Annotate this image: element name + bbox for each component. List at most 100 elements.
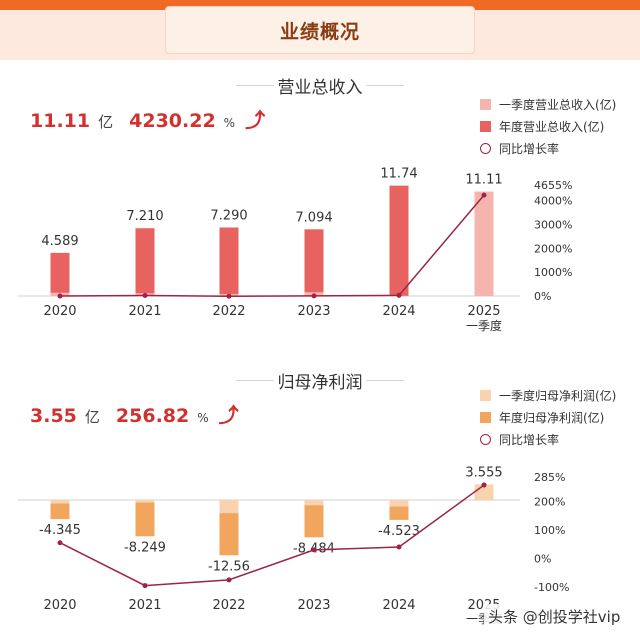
legend-label: 一季度归母净利润(亿) (499, 388, 617, 403)
revenue-data-label: 11.74 (380, 167, 417, 182)
profit-growth-point (142, 583, 148, 589)
legend-item: 一季度营业总收入(亿) (480, 93, 616, 115)
profit-quarter-bar (219, 500, 239, 514)
profit-kpi-growth-unit: % (197, 411, 209, 425)
legend-swatch-icon (480, 120, 491, 132)
profit-annual-bar (219, 500, 239, 556)
revenue-annual-bar (389, 185, 409, 296)
profit-growth-line (59, 484, 485, 587)
legend-swatch-icon (480, 411, 491, 423)
revenue-growth-point (311, 293, 317, 299)
profit-category-label: 2021 (128, 598, 161, 613)
revenue-kpi-growth: 4230.22 (129, 110, 216, 132)
revenue-annual-bar (304, 229, 324, 296)
revenue-kpi-value: 11.11 (30, 110, 91, 132)
revenue-kpi-growth-unit: % (223, 116, 236, 130)
profit-growth-point (396, 544, 402, 550)
profit-right-axis-tick: -100% (534, 581, 569, 594)
revenue-kpi: 11.11 亿 4230.22 % ⤴ (30, 104, 265, 133)
revenue-right-axis-tick: 2000% (534, 242, 572, 255)
profit-category-label: 2023 (297, 598, 330, 613)
revenue-data-label: 7.290 (210, 208, 247, 223)
profit-category-label: 2020 (43, 598, 76, 613)
title-divider-right (366, 85, 404, 86)
legend-label: 年度归母净利润(亿) (499, 410, 605, 425)
profit-right-axis-tick: 100% (534, 524, 565, 537)
revenue-legend: 一季度营业总收入(亿) 年度营业总收入(亿) 同比增长率 (480, 93, 616, 159)
profit-kpi-value: 3.55 (30, 405, 77, 427)
revenue-right-axis-tick: 4655% (534, 179, 572, 192)
revenue-category-label: 2025 (467, 304, 500, 319)
legend-item: 同比增长率 (480, 428, 616, 450)
legend-label: 同比增长率 (499, 432, 560, 447)
revenue-annual-bar (219, 227, 239, 296)
revenue-growth-point (142, 293, 148, 299)
profit-growth-point (226, 577, 232, 583)
trend-up-arrow-icon: ⤴ (245, 108, 266, 132)
profit-quarter-bar (389, 500, 409, 507)
revenue-growth-point (396, 292, 402, 298)
revenue-quarter-bar (474, 191, 494, 296)
revenue-right-axis-tick: 0% (534, 290, 551, 303)
profit-quarter-bar (135, 500, 155, 503)
profit-data-label: 3.555 (465, 465, 502, 480)
revenue-section-title: 营业总收入 (277, 78, 363, 98)
legend-circle-icon (480, 142, 491, 154)
profit-quarter-bar (50, 500, 70, 504)
watermark: 头条 @创投学社vip (484, 604, 625, 629)
revenue-chart: 4.589 2020 7.210 2021 7.290 2022 7.094 2023 11.7… (18, 167, 572, 333)
revenue-category-label: 2020 (43, 304, 76, 319)
legend-swatch-icon (480, 98, 491, 110)
revenue-category-sublabel: 一季度 (466, 318, 502, 333)
legend-label: 年度营业总收入(亿) (499, 119, 605, 134)
legend-swatch-icon (480, 389, 491, 401)
revenue-growth-point (57, 293, 63, 299)
revenue-data-label: 7.094 (295, 210, 332, 225)
profit-section-title: 归母净利润 (277, 373, 363, 393)
legend-label: 一季度营业总收入(亿) (499, 97, 617, 112)
revenue-category-label: 2021 (128, 304, 161, 319)
revenue-data-label: 11.11 (465, 173, 502, 188)
profit-right-axis-tick: 200% (534, 495, 565, 508)
profit-growth-point (57, 540, 63, 546)
profit-data-label: -4.523 (378, 524, 420, 539)
revenue-right-axis-tick: 1000% (534, 266, 572, 279)
profit-annual-bar (135, 500, 155, 537)
title-divider-left (236, 85, 274, 86)
profit-legend: 一季度归母净利润(亿) 年度归母净利润(亿) 同比增长率 (480, 384, 616, 450)
revenue-growth-point (481, 192, 487, 198)
profit-right-axis-tick: 285% (534, 471, 565, 484)
profit-growth-point (311, 547, 317, 553)
profit-annual-bar (50, 500, 70, 520)
revenue-data-label: 4.589 (41, 234, 78, 249)
page-title: 业绩概况 (165, 6, 475, 54)
revenue-growth-line (59, 194, 485, 297)
legend-item: 年度归母净利润(亿) (480, 406, 616, 428)
profit-data-label: -12.56 (208, 559, 250, 574)
profit-quarter-bar (304, 500, 324, 506)
legend-item: 同比增长率 (480, 137, 616, 159)
profit-annual-bar (304, 500, 324, 538)
legend-label: 同比增长率 (499, 141, 560, 156)
revenue-annual-bar (135, 228, 155, 296)
revenue-right-axis-tick: 4000% (534, 195, 572, 208)
legend-item: 一季度归母净利润(亿) (480, 384, 616, 406)
profit-kpi: 3.55 亿 256.82 % ⤴ (30, 399, 239, 428)
revenue-annual-bar (50, 252, 70, 296)
profit-kpi-growth: 256.82 (115, 405, 190, 427)
legend-circle-icon (480, 433, 491, 445)
revenue-kpi-unit: 亿 (98, 113, 114, 131)
profit-kpi-unit: 亿 (84, 408, 100, 426)
revenue-data-label: 7.210 (126, 209, 163, 224)
revenue-category-label: 2023 (297, 304, 330, 319)
revenue-growth-point (226, 293, 232, 299)
trend-up-arrow-icon: ⤴ (218, 403, 239, 427)
profit-data-label: -8.249 (124, 540, 166, 555)
profit-right-axis-tick: 0% (534, 552, 551, 565)
revenue-category-label: 2022 (212, 304, 245, 319)
profit-category-label: 2024 (382, 598, 415, 613)
revenue-right-axis-tick: 3000% (534, 218, 572, 231)
title-divider-left (236, 380, 274, 381)
title-divider-right (366, 380, 404, 381)
profit-data-label: -4.345 (39, 523, 81, 538)
